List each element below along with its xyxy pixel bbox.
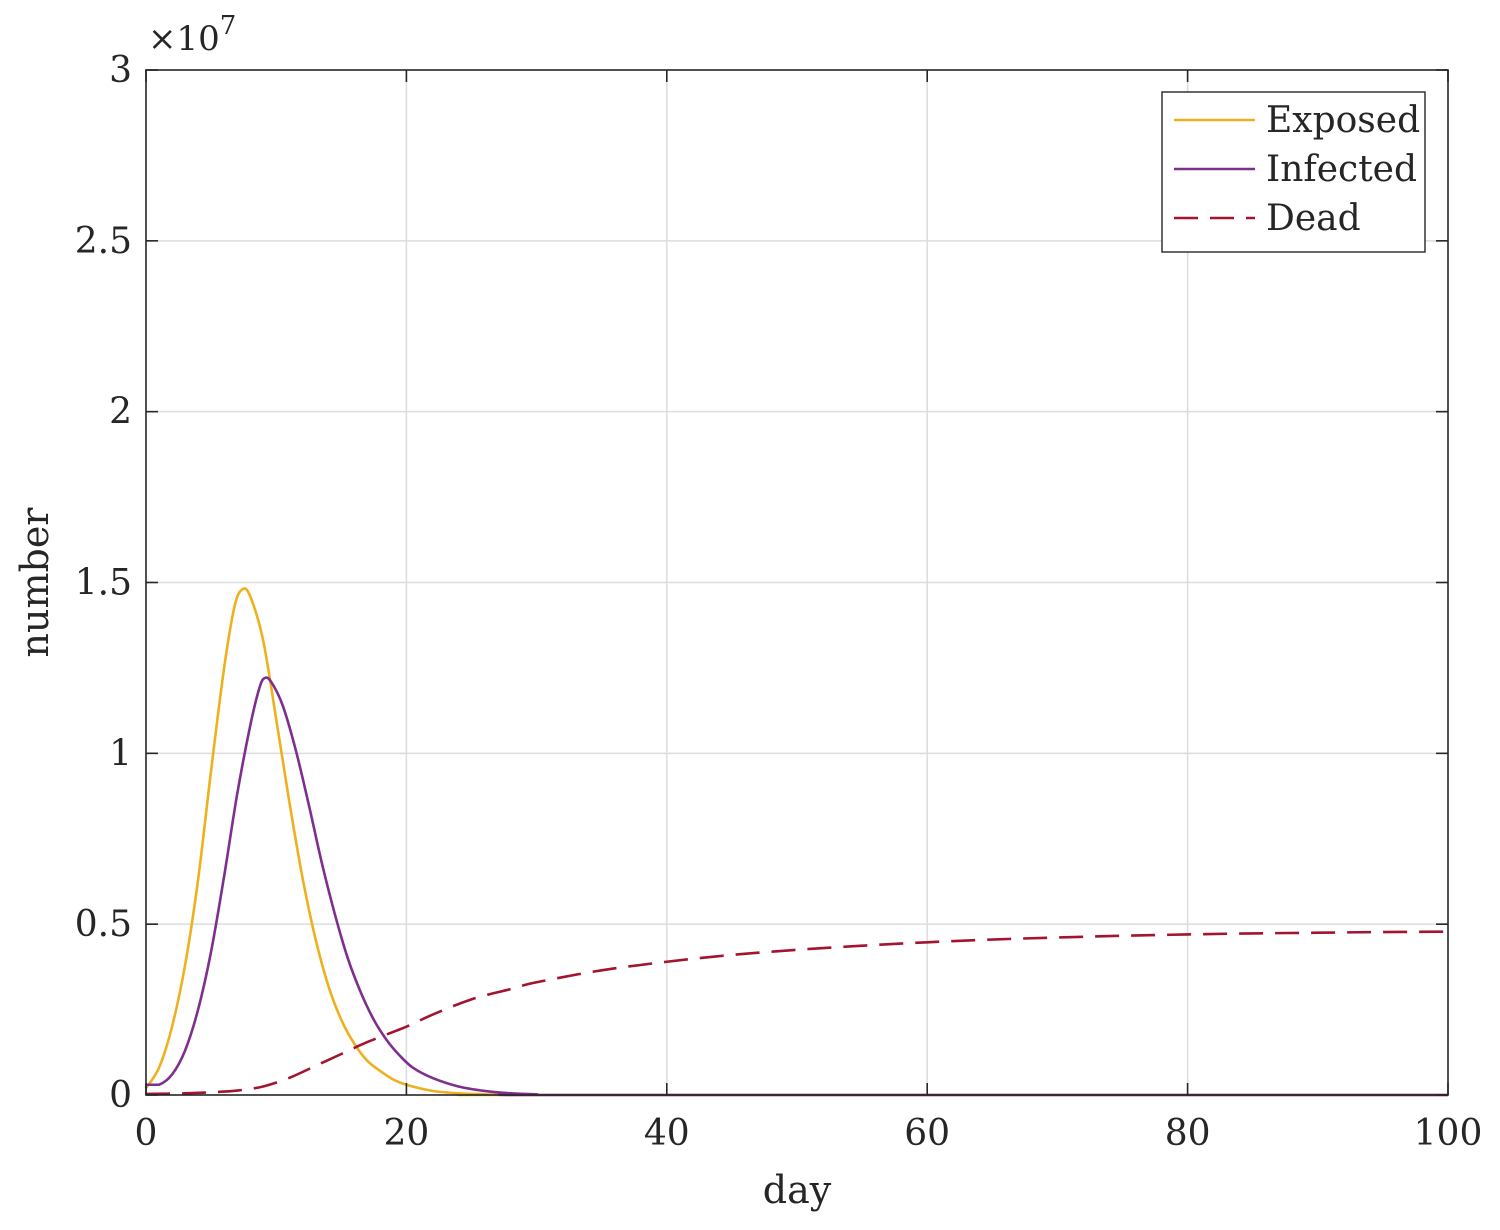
y-tick-label: 0 [109,1075,132,1116]
x-tick-label: 0 [135,1113,158,1154]
y-tick-label: 0.5 [75,904,132,945]
y-exponent-base: ×10 [148,19,220,59]
y-exponent-power: 7 [220,11,237,41]
x-axis-label: day [763,1168,832,1212]
x-tick-label: 80 [1165,1113,1211,1154]
legend-label-infected: Infected [1266,149,1417,190]
x-tick-label: 100 [1414,1113,1483,1154]
y-tick-label: 1 [109,733,132,774]
series-line-infected [145,676,1448,1097]
legend-box [1161,91,1426,253]
y-tick-labels: 0 0.5 1 1.5 2 2.5 3 [75,50,132,1116]
tick-marks [145,69,1449,1096]
legend-label-exposed: Exposed [1266,100,1420,141]
y-axis-label: number [13,507,57,658]
x-tick-label: 60 [904,1113,950,1154]
series-line-dead [145,930,1449,1096]
y-tick-label: 1.5 [75,563,132,604]
x-tick-labels: 0 20 40 60 80 100 [135,1113,1483,1154]
x-tick-label: 20 [383,1113,429,1154]
legend: Exposed Infected Dead [1161,91,1426,253]
y-tick-label: 2.5 [75,221,132,262]
y-tick-label: 3 [109,50,132,91]
x-tick-label: 40 [644,1113,690,1154]
legend-label-dead: Dead [1266,198,1361,239]
y-exponent-label: ×107 [148,11,236,59]
y-tick-label: 2 [109,392,132,433]
